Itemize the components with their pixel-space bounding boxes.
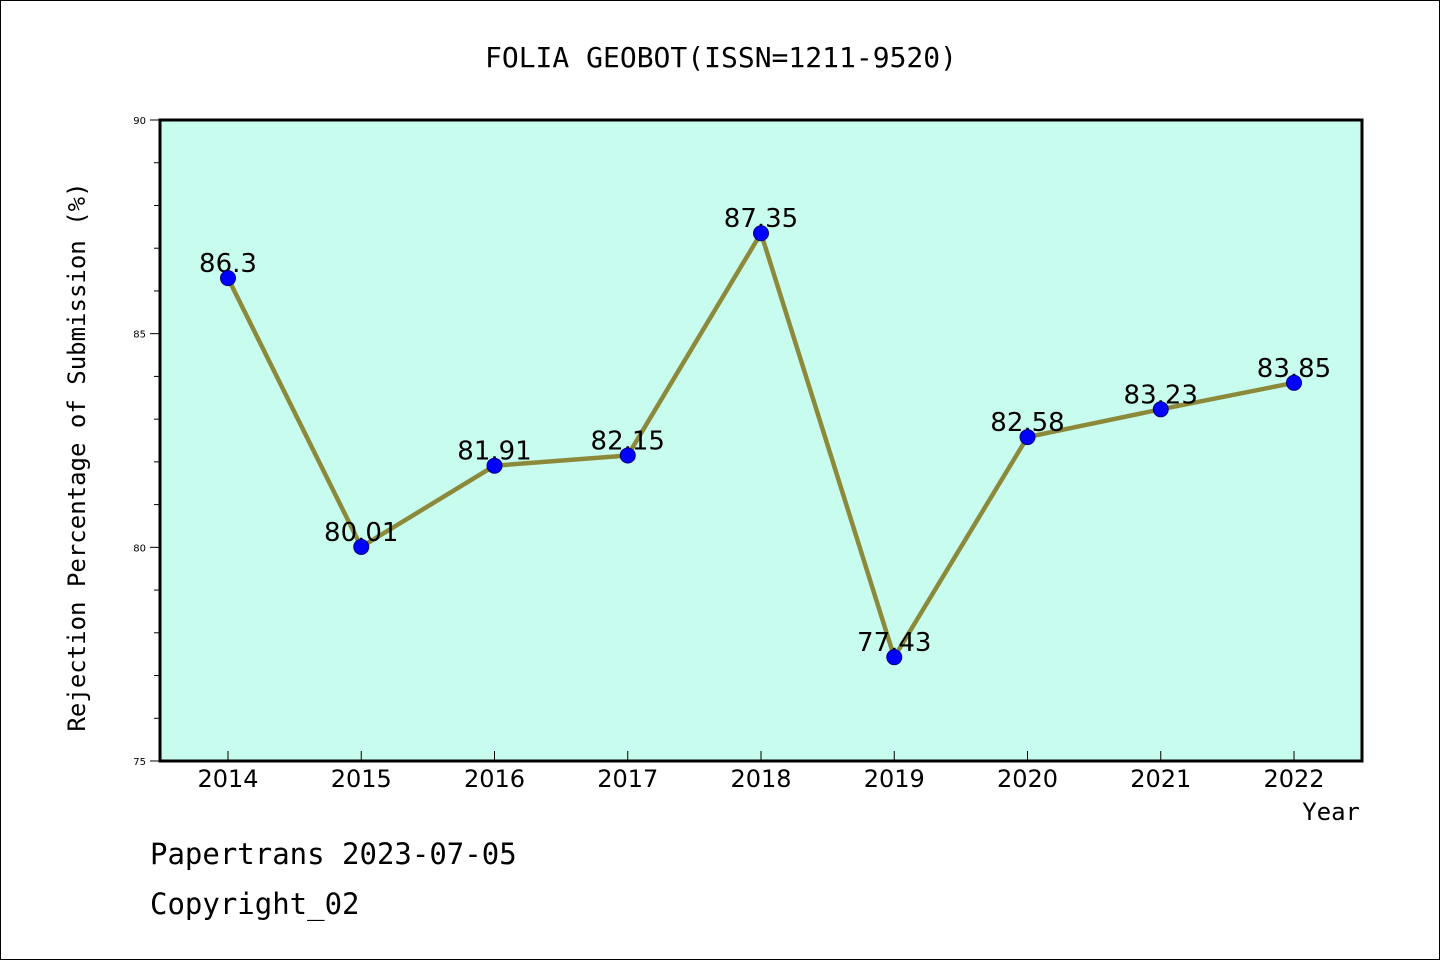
y-tick-label: 90 [133,116,146,127]
data-point [220,270,236,287]
y-tick-label: 85 [133,330,146,341]
x-axis-label: Year [1302,798,1360,826]
x-tick-label: 2015 [331,765,392,793]
data-point [486,457,503,474]
y-axis: 75 80 85 90 [133,116,160,768]
y-tick-label: 75 [133,757,146,768]
data-point [1286,374,1302,391]
x-tick-label: 2022 [1263,765,1324,793]
chart-title: FOLIA GEOBOT(ISSN=1211-9520) [485,41,957,74]
x-tick-label: 2014 [197,765,258,793]
x-tick-label: 2021 [1130,765,1191,793]
data-point [753,225,769,242]
y-tick-label: 80 [133,543,146,554]
data-point [353,538,370,555]
data-point [1152,401,1169,418]
x-tick-label: 2020 [997,765,1058,793]
x-tick-label: 2017 [597,765,658,793]
data-point [1019,429,1036,446]
footer-copyright: Copyright_02 [150,887,360,921]
data-markers [220,225,1302,666]
footer-date: Papertrans 2023-07-05 [150,837,517,871]
x-tick-label: 2016 [464,765,525,793]
data-point [886,649,903,666]
x-axis: 2014 2015 2016 2017 2018 2019 2020 2021 2022 [197,751,1325,793]
x-tick-label: 2018 [730,765,791,793]
y-axis-label: Rejection Percentage of Submission (%) [63,182,91,731]
data-point [619,447,636,464]
x-tick-label: 2019 [864,765,925,793]
